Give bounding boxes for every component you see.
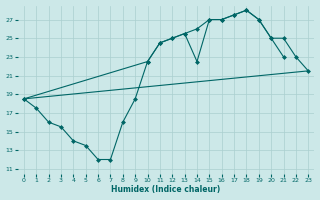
X-axis label: Humidex (Indice chaleur): Humidex (Indice chaleur) [111, 185, 221, 194]
